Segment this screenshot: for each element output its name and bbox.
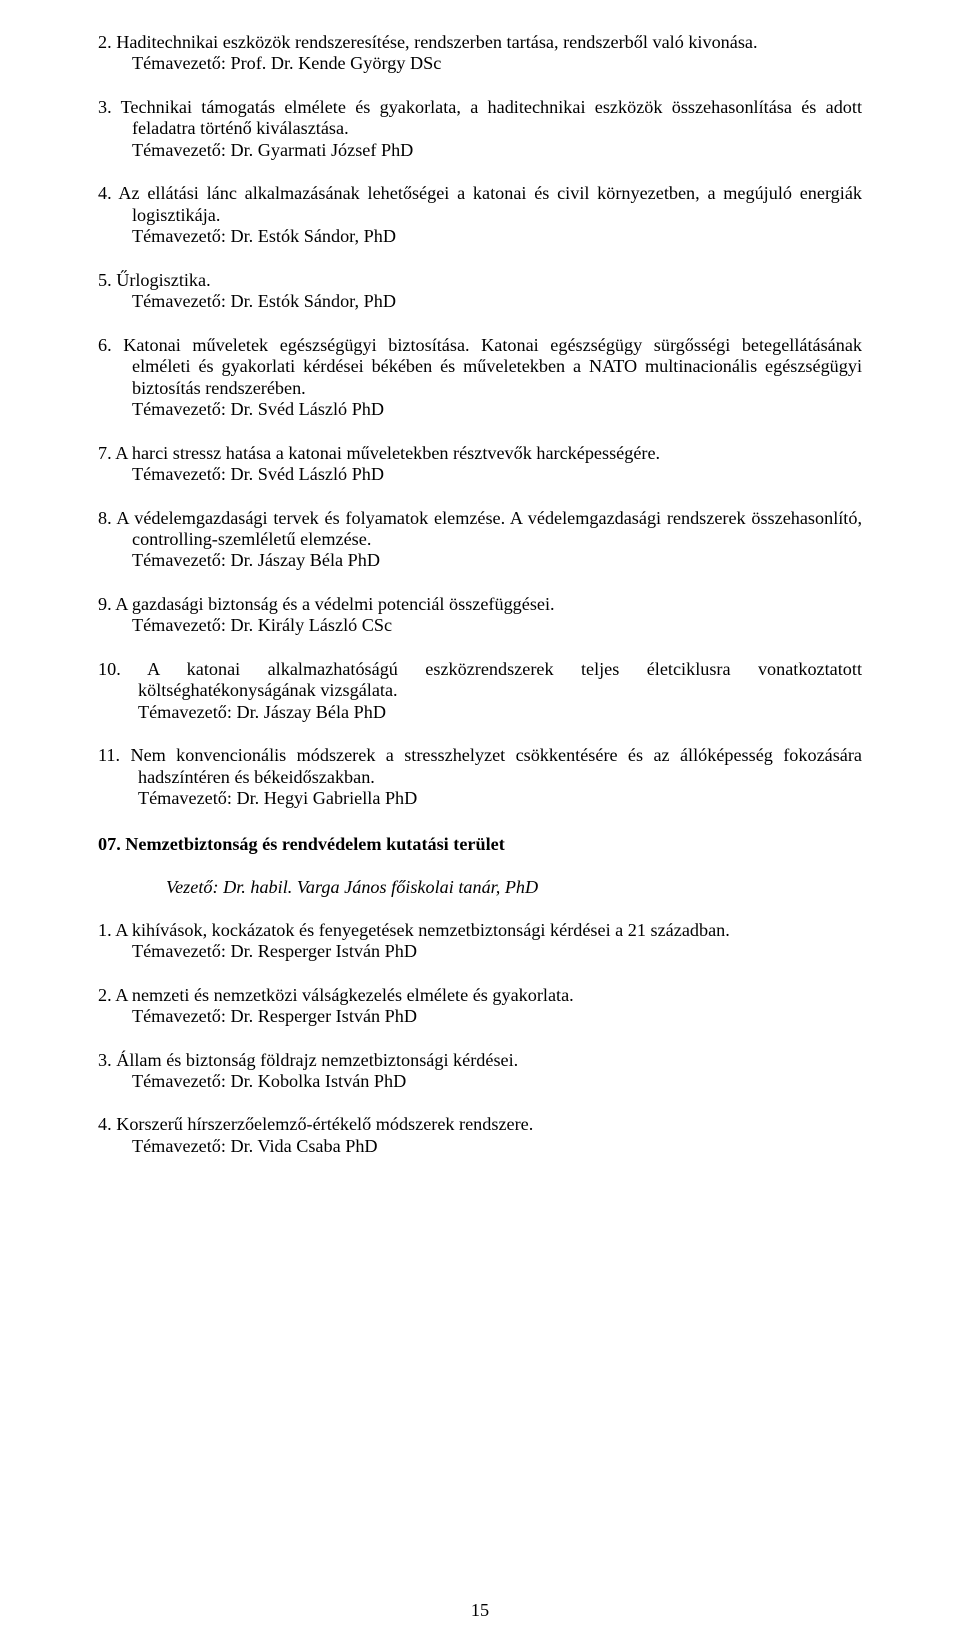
item-text: Haditechnikai eszközök rendszeresítése, … bbox=[116, 32, 757, 52]
advisor: Témavezető: Dr. Svéd László PhD bbox=[98, 464, 862, 485]
advisor: Témavezető: Dr. Király László CSc bbox=[98, 615, 862, 636]
item-number: 10. bbox=[98, 659, 121, 679]
advisor: Témavezető: Dr. Hegyi Gabriella PhD bbox=[138, 788, 862, 809]
item-number: 4. bbox=[98, 183, 112, 203]
advisor: Témavezető: Dr. Gyarmati József PhD bbox=[132, 140, 862, 161]
item-number: 7. bbox=[98, 443, 112, 463]
list-item: 3. Állam és biztonság földrajz nemzetbiz… bbox=[98, 1050, 862, 1093]
advisor: Témavezető: Dr. Jászay Béla PhD bbox=[138, 702, 862, 723]
item-number: 8. bbox=[98, 508, 112, 528]
item-text: A gazdasági biztonság és a védelmi poten… bbox=[115, 594, 554, 614]
list-item: 4. Korszerű hírszerzőelemző-értékelő mód… bbox=[98, 1114, 862, 1157]
item-text: A nemzeti és nemzetközi válságkezelés el… bbox=[115, 985, 574, 1005]
item-number: 2. bbox=[98, 985, 112, 1005]
advisor: Témavezető: Dr. Resperger István PhD bbox=[98, 941, 862, 962]
list-item: 4. Az ellátási lánc alkalmazásának lehet… bbox=[98, 183, 862, 247]
advisor: Témavezető: Dr. Vida Csaba PhD bbox=[98, 1136, 862, 1157]
advisor: Témavezető: Dr. Svéd László PhD bbox=[132, 399, 862, 420]
list-item: 7. A harci stressz hatása a katonai műve… bbox=[98, 443, 862, 486]
item-number: 11. bbox=[98, 745, 120, 765]
list-item: 1. A kihívások, kockázatok és fenyegetés… bbox=[98, 920, 862, 963]
item-text: Katonai műveletek egészségügyi biztosítá… bbox=[123, 335, 862, 398]
item-number: 6. bbox=[98, 335, 112, 355]
item-number: 5. bbox=[98, 270, 112, 290]
section-leader: Vezető: Dr. habil. Varga János főiskolai… bbox=[98, 877, 862, 898]
item-text: Technikai támogatás elmélete és gyakorla… bbox=[121, 97, 862, 138]
item-text: A védelemgazdasági tervek és folyamatok … bbox=[116, 508, 862, 549]
advisor: Témavezető: Dr. Estók Sándor, PhD bbox=[98, 291, 862, 312]
advisor: Témavezető: Prof. Dr. Kende György DSc bbox=[132, 53, 862, 74]
item-number: 3. bbox=[98, 1050, 112, 1070]
list-item: 6. Katonai műveletek egészségügyi biztos… bbox=[98, 335, 862, 421]
list-item: 9. A gazdasági biztonság és a védelmi po… bbox=[98, 594, 862, 637]
item-number: 3. bbox=[98, 97, 112, 117]
section-title: 07. Nemzetbiztonság és rendvédelem kutat… bbox=[98, 834, 862, 855]
item-text: A kihívások, kockázatok és fenyegetések … bbox=[115, 920, 730, 940]
advisor: Témavezető: Dr. Kobolka István PhD bbox=[98, 1071, 862, 1092]
advisor: Témavezető: Dr. Resperger István PhD bbox=[98, 1006, 862, 1027]
item-number: 4. bbox=[98, 1114, 112, 1134]
list-item: 5. Űrlogisztika. Témavezető: Dr. Estók S… bbox=[98, 270, 862, 313]
list-item: 3. Technikai támogatás elmélete és gyako… bbox=[98, 97, 862, 161]
advisor: Témavezető: Dr. Estók Sándor, PhD bbox=[132, 226, 862, 247]
item-number: 2. bbox=[98, 32, 112, 52]
page-number: 15 bbox=[0, 1600, 960, 1621]
item-text: Állam és biztonság földrajz nemzetbizton… bbox=[116, 1050, 518, 1070]
item-number: 1. bbox=[98, 920, 112, 940]
item-text: A harci stressz hatása a katonai művelet… bbox=[115, 443, 660, 463]
list-item: 11. Nem konvencionális módszerek a stres… bbox=[98, 745, 862, 809]
item-text: Űrlogisztika. bbox=[116, 270, 210, 290]
list-item: 8. A védelemgazdasági tervek és folyamat… bbox=[98, 508, 862, 572]
page: 2. Haditechnikai eszközök rendszeresítés… bbox=[0, 0, 960, 1639]
list-item: 2. A nemzeti és nemzetközi válságkezelés… bbox=[98, 985, 862, 1028]
item-text: Korszerű hírszerzőelemző-értékelő módsze… bbox=[116, 1114, 533, 1134]
list-item: 10. A katonai alkalmazhatóságú eszközren… bbox=[98, 659, 862, 723]
item-text: A katonai alkalmazhatóságú eszközrendsze… bbox=[138, 659, 862, 700]
advisor: Témavezető: Dr. Jászay Béla PhD bbox=[132, 550, 862, 571]
item-number: 9. bbox=[98, 594, 112, 614]
item-text: Nem konvencionális módszerek a stresszhe… bbox=[130, 745, 862, 786]
item-text: Az ellátási lánc alkalmazásának lehetősé… bbox=[118, 183, 862, 224]
list-item: 2. Haditechnikai eszközök rendszeresítés… bbox=[98, 32, 862, 75]
